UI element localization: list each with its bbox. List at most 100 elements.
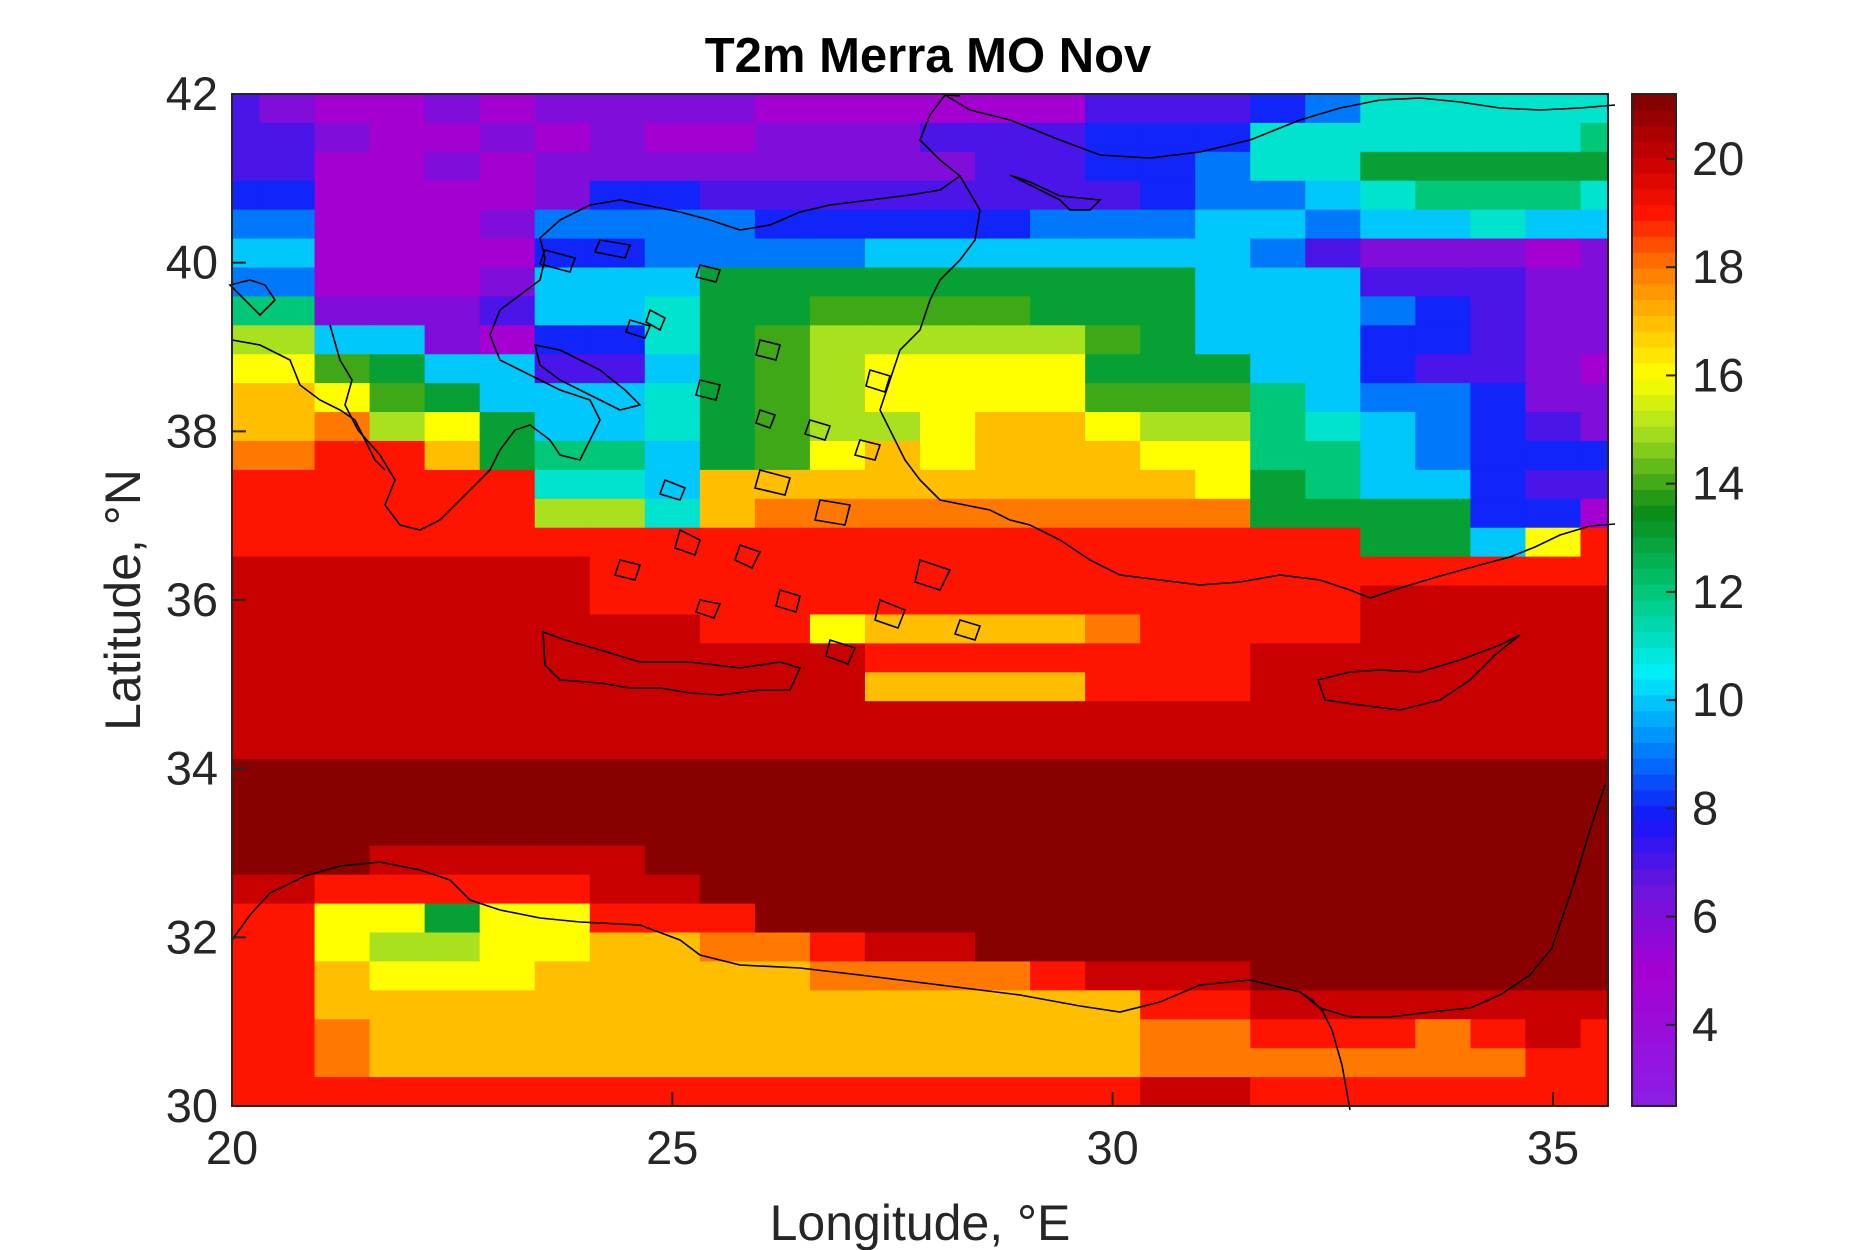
heatmap-cell <box>1360 845 1416 876</box>
heatmap-cell <box>1580 643 1609 673</box>
heatmap-cell <box>754 498 811 529</box>
heatmap-cell <box>1470 151 1527 182</box>
heatmap-cell <box>864 874 921 905</box>
heatmap-cell <box>369 585 426 616</box>
heatmap-cell <box>1305 94 1361 124</box>
heatmap-cell <box>1030 383 1086 413</box>
heatmap-cell <box>314 527 371 558</box>
heatmap-cell <box>1140 354 1196 384</box>
heatmap-cell <box>644 643 701 673</box>
heatmap-cell <box>424 412 481 442</box>
heatmap-cell <box>1195 325 1251 355</box>
heatmap-cell <box>864 527 921 558</box>
heatmap-cell <box>864 845 921 876</box>
heatmap-cell <box>369 180 426 211</box>
heatmap-cell <box>534 932 591 963</box>
heatmap-cell <box>1525 585 1582 616</box>
heatmap-cell <box>644 151 701 182</box>
colorbar-segment <box>1632 568 1676 585</box>
heatmap-cell <box>754 383 811 413</box>
heatmap-cell <box>864 759 921 789</box>
heatmap-cell <box>1140 180 1196 211</box>
heatmap-cell <box>920 1077 976 1107</box>
colorbar-segment <box>1632 426 1676 443</box>
heatmap-cell <box>1415 730 1471 760</box>
heatmap-cell <box>975 1077 1031 1107</box>
heatmap-cell <box>534 990 591 1020</box>
heatmap-cell <box>424 296 481 326</box>
heatmap-cell <box>644 325 701 355</box>
heatmap-cell <box>589 730 646 760</box>
heatmap-cell <box>644 412 701 442</box>
heatmap-cell <box>754 238 811 269</box>
colorbar-segment <box>1632 267 1676 285</box>
heatmap-cell <box>1030 238 1086 269</box>
heatmap-cell <box>259 296 316 326</box>
heatmap-cell <box>1030 845 1086 876</box>
heatmap-cell <box>975 383 1031 413</box>
heatmap-cell <box>754 990 811 1020</box>
heatmap-cell <box>1250 1048 1306 1078</box>
heatmap-cell <box>314 730 371 760</box>
heatmap-cell <box>369 556 426 587</box>
heatmap-cell <box>479 643 536 673</box>
heatmap-cell <box>1030 816 1086 847</box>
heatmap-cell <box>479 759 536 789</box>
heatmap-cell <box>1580 354 1609 384</box>
heatmap-cell <box>534 354 591 384</box>
heatmap-cell <box>754 209 811 240</box>
heatmap-cell <box>1580 614 1609 644</box>
heatmap-cell <box>1360 498 1416 529</box>
heatmap-cell <box>314 643 371 673</box>
heatmap-cell <box>1580 932 1609 963</box>
heatmap-cell <box>699 701 756 731</box>
heatmap-cell <box>589 874 646 905</box>
heatmap-cell <box>1140 903 1196 934</box>
colorbar-segment <box>1632 410 1676 427</box>
heatmap-cell <box>1525 498 1582 529</box>
heatmap-cell <box>1305 643 1361 673</box>
heatmap-cell <box>424 440 481 471</box>
heatmap-cell <box>232 759 261 789</box>
heatmap-cell <box>1415 151 1471 182</box>
heatmap-cell <box>1085 961 1141 991</box>
heatmap-cell <box>1580 325 1609 355</box>
heatmap-cell <box>975 527 1031 558</box>
heatmap-cell <box>864 469 921 500</box>
heatmap-cell <box>424 730 481 760</box>
heatmap-cell <box>1085 874 1141 905</box>
heatmap-cell <box>232 527 261 558</box>
heatmap-cell <box>1140 1048 1196 1078</box>
heatmap-cell <box>1085 296 1141 326</box>
heatmap-cell <box>1415 209 1471 240</box>
heatmap-cell <box>1360 440 1416 471</box>
heatmap-cell <box>1140 122 1196 153</box>
heatmap-cell <box>644 1048 701 1078</box>
heatmap-cell <box>920 296 976 326</box>
heatmap-cell <box>232 1077 261 1107</box>
colorbar-segment <box>1632 283 1676 301</box>
heatmap-cell <box>369 440 426 471</box>
heatmap-cell <box>1580 527 1609 558</box>
heatmap-cell <box>534 180 591 211</box>
heatmap-cell <box>1470 238 1527 269</box>
heatmap-cell <box>699 759 756 789</box>
heatmap-cell <box>314 238 371 269</box>
heatmap-cell <box>1250 209 1306 240</box>
heatmap-cell <box>864 296 921 326</box>
heatmap-cell <box>699 585 756 616</box>
heatmap-cell <box>1085 845 1141 876</box>
heatmap-cell <box>1030 701 1086 731</box>
heatmap-cell <box>1195 874 1251 905</box>
colorbar-segment <box>1632 1011 1676 1028</box>
heatmap-cell <box>534 412 591 442</box>
heatmap-cell <box>424 354 481 384</box>
heatmap-cell <box>314 787 371 818</box>
colorbar-segment <box>1632 347 1676 364</box>
heatmap-cell <box>975 209 1031 240</box>
heatmap-cell <box>975 151 1031 182</box>
heatmap-cell <box>1085 759 1141 789</box>
heatmap-cell <box>424 932 481 963</box>
colorbar-segment <box>1632 789 1676 807</box>
heatmap-cell <box>1195 585 1251 616</box>
